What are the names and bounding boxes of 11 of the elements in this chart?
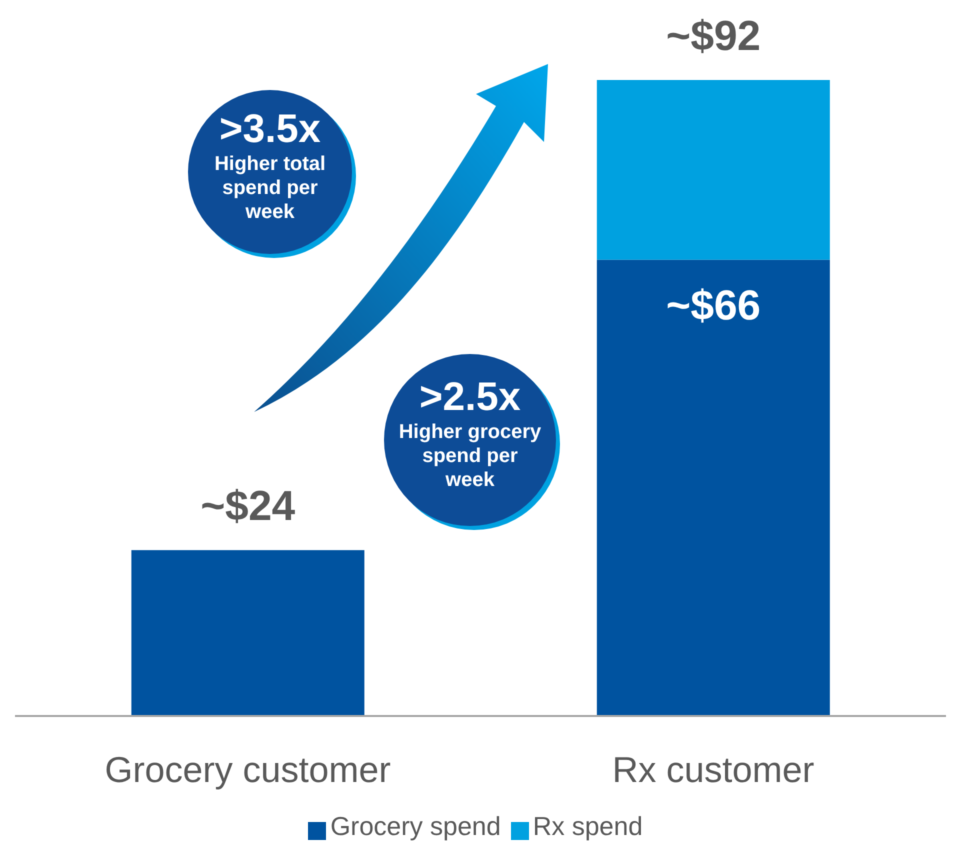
annotation: Higher total spend per week [213, 152, 327, 224]
legend-label: Rx spend [532, 811, 643, 841]
data-label: ~$66 [666, 282, 761, 329]
annotation: >2.5x [418, 374, 522, 420]
annotation: Higher grocery spend per week [398, 420, 542, 492]
legend-label: Grocery spend [330, 811, 501, 841]
x-tick-label: Grocery customer [104, 749, 391, 790]
total-label: ~$92 [666, 12, 761, 59]
x-tick-label: Rx customer [612, 749, 814, 790]
total-label: ~$24 [200, 482, 296, 530]
annotation: >3.5x [218, 106, 322, 152]
